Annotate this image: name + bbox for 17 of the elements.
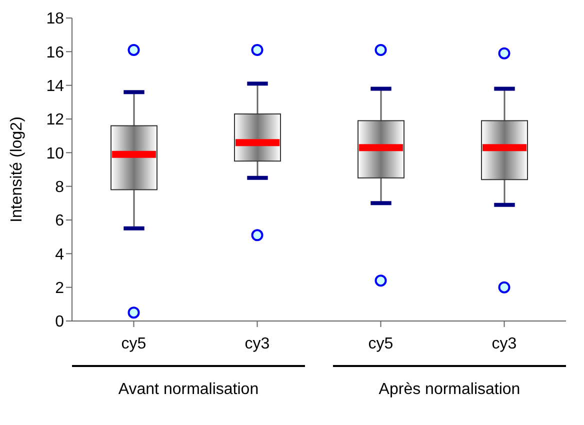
text: Après normalisation: [378, 381, 522, 399]
y-tick-label: 10: [46, 145, 64, 162]
text: Avant normalisation: [117, 381, 260, 399]
x-tick-label: cy3: [244, 335, 270, 352]
y-tick-label: 12: [46, 112, 64, 129]
x-tick-label: cy5: [368, 335, 394, 352]
y-tick-label: 4: [55, 246, 64, 264]
y-tick-label: 18: [46, 10, 64, 28]
y-tick-label: 0: [55, 314, 64, 331]
y-tick-label: 6: [55, 212, 64, 230]
y-tick-label: 14: [46, 78, 64, 96]
y-tick-label: 2: [55, 280, 64, 298]
y-tick-label: 8: [55, 179, 64, 196]
x-tick-label: cy3: [492, 335, 517, 352]
x-tick-label: cy5: [121, 335, 146, 352]
y-axis-title: Intensité (log2): [8, 116, 26, 222]
y-tick-label: 16: [46, 44, 64, 62]
